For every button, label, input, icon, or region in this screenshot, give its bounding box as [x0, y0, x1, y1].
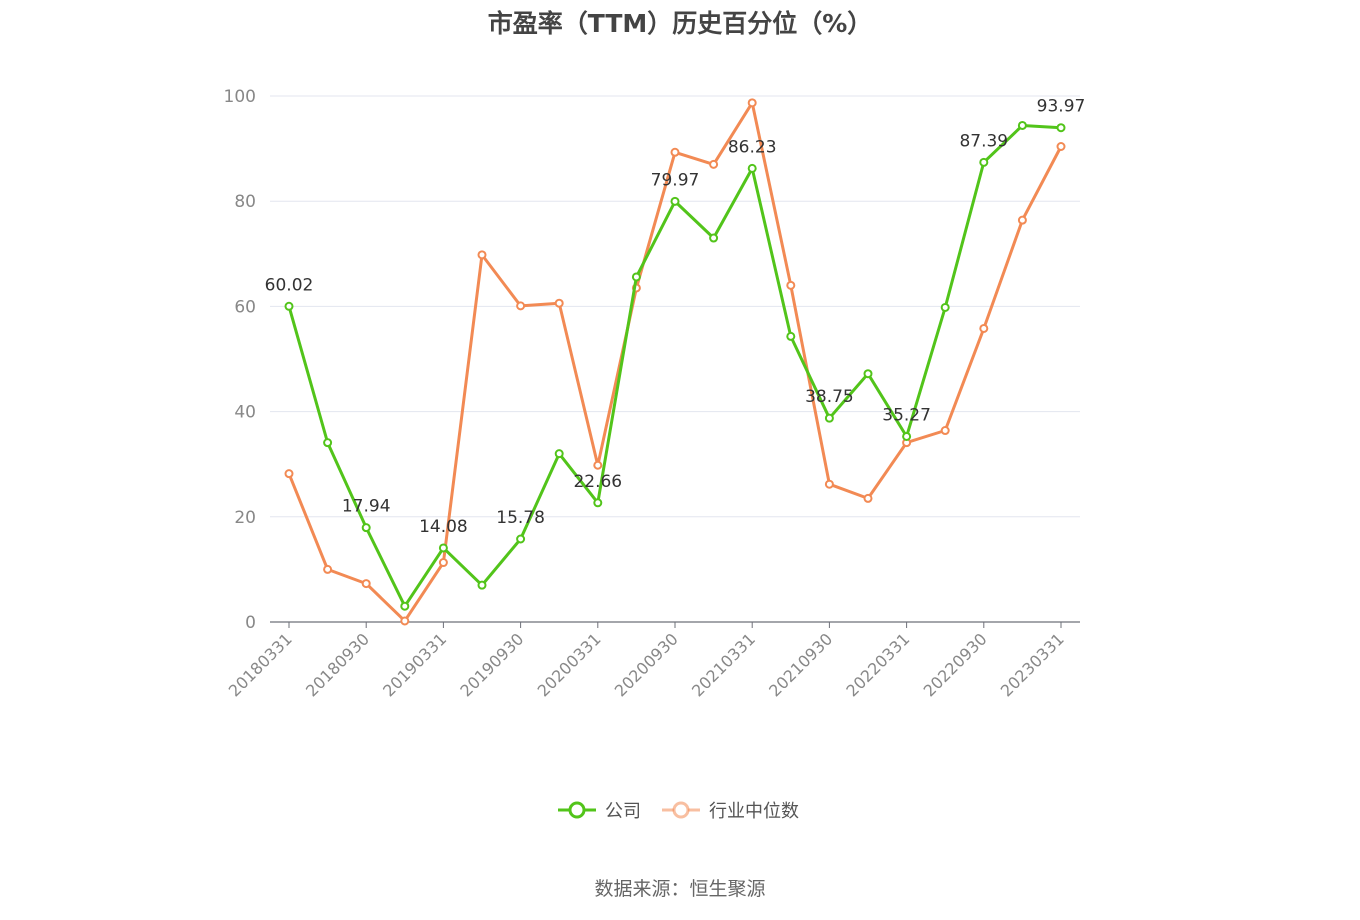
data-label: 14.08 [419, 517, 468, 537]
data-point [902, 431, 912, 441]
data-point [786, 331, 796, 341]
data-point [1056, 141, 1066, 151]
x-tick-label: 20220331 [842, 629, 913, 700]
data-point [400, 616, 410, 626]
x-tick-label: 20230331 [997, 629, 1068, 700]
data-point [361, 579, 371, 589]
data-label: 86.23 [728, 137, 777, 157]
data-point [747, 98, 757, 108]
data-point [554, 449, 564, 459]
y-tick-label: 100 [224, 87, 256, 107]
data-point [747, 163, 757, 173]
x-tick-label: 20220930 [920, 629, 991, 700]
y-tick-label: 0 [245, 613, 256, 633]
data-point [438, 543, 448, 553]
y-tick-label: 60 [234, 297, 256, 317]
y-tick-label: 80 [234, 192, 256, 212]
x-tick-label: 20180331 [225, 629, 296, 700]
data-point [670, 196, 680, 206]
data-point [1056, 123, 1066, 133]
x-tick-label: 20210331 [688, 629, 759, 700]
data-point [516, 534, 526, 544]
data-point [709, 233, 719, 243]
data-label: 38.75 [805, 387, 854, 407]
legend-label-1: 行业中位数 [709, 801, 799, 822]
data-point [940, 426, 950, 436]
data-point [940, 302, 950, 312]
data-point [477, 250, 487, 260]
data-label: 15.78 [496, 508, 545, 528]
legend-label-0: 公司 [605, 801, 641, 822]
data-label: 93.97 [1037, 97, 1086, 117]
data-label: 79.97 [651, 170, 700, 190]
data-point [477, 580, 487, 590]
series-lines [284, 98, 1066, 626]
data-point [1017, 215, 1027, 225]
data-point [670, 147, 680, 157]
data-point [863, 493, 873, 503]
line-chart: 0 20 40 60 80 100 20180331 20180930 20190331 2019… [224, 87, 1086, 822]
data-point [709, 159, 719, 169]
data-point [593, 498, 603, 508]
data-point [400, 601, 410, 611]
data-point [516, 301, 526, 311]
x-tick-label: 20200331 [534, 629, 605, 700]
legend-marker-1 [672, 801, 690, 819]
x-tick-label: 20210930 [765, 629, 836, 700]
data-label: 22.66 [573, 472, 622, 492]
y-tick-label: 20 [234, 508, 256, 528]
data-point [979, 323, 989, 333]
data-point [361, 523, 371, 533]
data-point [979, 157, 989, 167]
x-tick-label: 20200930 [611, 629, 682, 700]
data-point [593, 460, 603, 470]
x-tick-label: 20180930 [302, 629, 373, 700]
data-point [631, 272, 641, 282]
chart-title: 市盈率（TTM）历史百分位（%） [487, 9, 873, 38]
data-source-note: 数据来源：恒生聚源 [594, 878, 766, 900]
legend[interactable]: 公司 行业中位数 [558, 801, 799, 822]
y-tick-label: 40 [234, 403, 256, 423]
data-point [323, 564, 333, 574]
x-tick-label: 20190331 [379, 629, 450, 700]
grid-lines [270, 95, 1080, 518]
data-label: 35.27 [882, 405, 931, 425]
data-point [284, 469, 294, 479]
data-point [323, 438, 333, 448]
data-label: 17.94 [342, 497, 391, 517]
data-point [554, 298, 564, 308]
data-label: 60.02 [265, 275, 314, 295]
x-tick-label: 20190930 [456, 629, 527, 700]
data-point [824, 479, 834, 489]
legend-marker-0 [568, 801, 586, 819]
data-point [438, 558, 448, 568]
data-point [284, 301, 294, 311]
data-labels: 60.02 17.94 14.08 15.78 22.66 79.97 86.23 38.75… [265, 97, 1086, 537]
data-point [786, 280, 796, 290]
data-label: 87.39 [959, 131, 1008, 151]
data-point [1017, 120, 1027, 130]
data-point [824, 413, 834, 423]
data-point [863, 369, 873, 379]
